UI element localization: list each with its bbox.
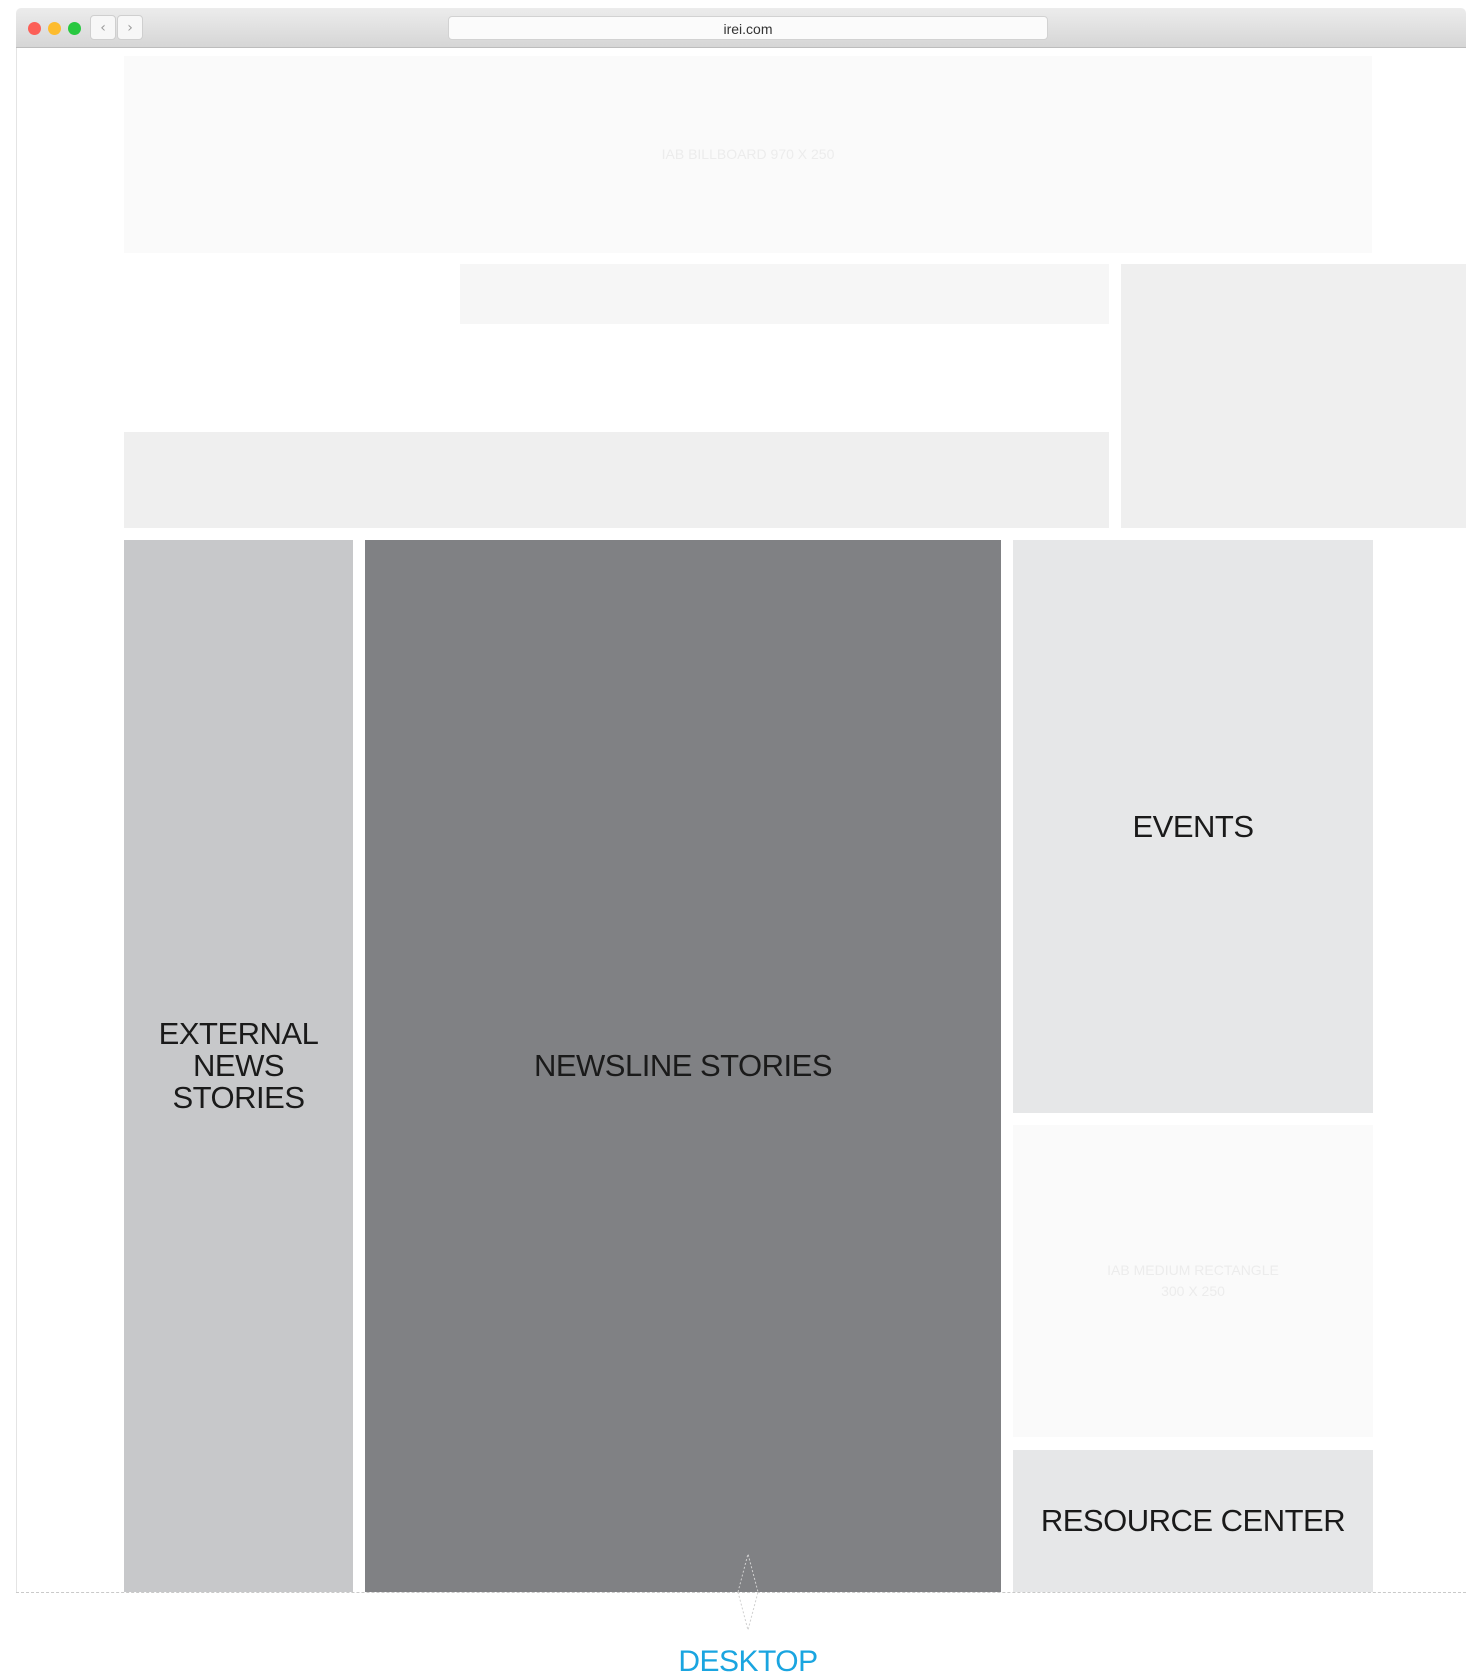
fold-marker-icon [737,1552,759,1632]
medium-rectangle-ad-text: IAB MEDIUM RECTANGLE 300 X 250 [1107,1260,1279,1302]
address-bar[interactable]: irei.com [448,16,1048,40]
external-news-column[interactable]: EXTERNAL NEWS STORIES [124,540,353,1592]
navigation-bar-placeholder [460,264,1109,324]
billboard-ad[interactable]: IAB BILLBOARD 970 X 250 [124,56,1372,253]
events-panel[interactable]: EVENTS [1013,540,1373,1113]
page-viewport [16,48,1466,1592]
header-banner-placeholder [124,432,1109,528]
resource-center-panel[interactable]: RESOURCE CENTER [1013,1450,1373,1592]
medium-rectangle-ad-title: IAB MEDIUM RECTANGLE [1107,1262,1279,1278]
newsline-stories-label: NEWSLINE STORIES [533,1048,833,1083]
fold-line [16,1592,1466,1593]
close-window-icon[interactable] [28,22,41,35]
medium-rectangle-ad[interactable]: IAB MEDIUM RECTANGLE 300 X 250 [1013,1125,1373,1437]
minimize-window-icon[interactable] [48,22,61,35]
medium-rectangle-ad-size: 300 X 250 [1161,1283,1225,1299]
newsline-stories-column[interactable]: NEWSLINE STORIES [365,540,1001,1592]
sidebar-box-placeholder [1121,264,1466,528]
resource-center-label: RESOURCE CENTER [1040,1503,1346,1538]
forward-arrow-icon[interactable]: › [117,15,143,40]
back-arrow-icon[interactable]: ‹ [90,15,116,40]
zoom-window-icon[interactable] [68,22,81,35]
billboard-ad-label: IAB BILLBOARD 970 X 250 [661,146,835,162]
events-label: EVENTS [1132,808,1254,844]
external-news-label: EXTERNAL NEWS STORIES [158,1016,319,1115]
browser-toolbar: ‹ › irei.com [16,8,1466,48]
viewport-caption: DESKTOP [678,1645,818,1678]
